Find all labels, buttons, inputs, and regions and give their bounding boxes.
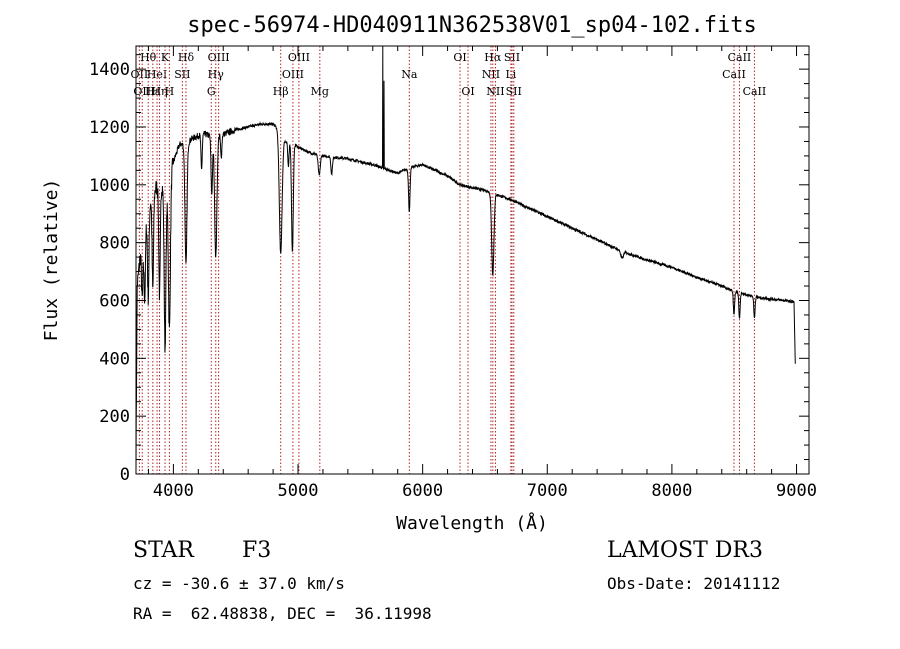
x-tick-label: 9000 bbox=[776, 481, 817, 501]
marker-label: K bbox=[161, 51, 170, 64]
marker-label: NII bbox=[482, 68, 500, 81]
marker-label: Mg bbox=[311, 85, 329, 98]
marker-label: OI bbox=[453, 51, 466, 64]
marker-label: CaII bbox=[728, 51, 752, 64]
marker-label: Na bbox=[401, 68, 418, 81]
marker-label: HeI bbox=[147, 68, 167, 81]
marker-label: Hδ bbox=[178, 51, 195, 64]
obs-date: Obs-Date: 20141112 bbox=[607, 574, 781, 593]
marker-label: Hα bbox=[484, 51, 502, 64]
marker-label: OII bbox=[131, 68, 149, 81]
marker-label: SII bbox=[504, 51, 520, 64]
spectrum-series bbox=[135, 45, 796, 472]
chart-title: spec-56974-HD040911N362538V01_sp04-102.f… bbox=[187, 13, 757, 38]
y-tick-label: 200 bbox=[99, 407, 130, 427]
marker-label: SII bbox=[174, 68, 190, 81]
axes: 4000 5000 6000 7000 8000 9000 0 200 400 600 800 100… bbox=[89, 45, 817, 501]
marker-label: SII bbox=[506, 85, 522, 98]
x-axis-label: Wavelength (Å) bbox=[396, 512, 548, 534]
y-tick-label: 1000 bbox=[89, 176, 130, 196]
survey-name: LAMOST DR3 bbox=[607, 538, 763, 563]
marker-label: G bbox=[207, 85, 216, 98]
object-subclass: F3 bbox=[242, 538, 272, 563]
y-tick-label: 1400 bbox=[89, 60, 130, 80]
marker-label: Hβ bbox=[273, 85, 289, 98]
line-markers: OIIOIIHθHεHeIHηKHSIIHδGHγOIIIHβOIIIOIIIM… bbox=[131, 46, 767, 474]
x-tick-label: 4000 bbox=[153, 481, 194, 501]
x-tick-label: 6000 bbox=[402, 481, 443, 501]
y-tick-label: 800 bbox=[99, 234, 130, 254]
x-tick-label: 8000 bbox=[651, 481, 692, 501]
marker-label: NII bbox=[486, 85, 504, 98]
marker-label: Hη bbox=[151, 85, 167, 98]
y-tick-label: 600 bbox=[99, 291, 130, 311]
marker-label: H bbox=[165, 85, 175, 98]
marker-label: Li bbox=[505, 68, 516, 81]
y-tick-label: 400 bbox=[99, 349, 130, 369]
marker-label: Hγ bbox=[208, 68, 225, 81]
marker-label: CaII bbox=[722, 68, 746, 81]
marker-label: OIII bbox=[208, 51, 230, 64]
spectrum-line bbox=[135, 45, 796, 472]
object-class: STAR bbox=[133, 538, 194, 563]
plot-frame bbox=[135, 45, 810, 475]
coordinates: RA = 62.48838, DEC = 36.11998 bbox=[133, 604, 432, 623]
marker-label: OIII bbox=[282, 68, 304, 81]
x-tick-label: 5000 bbox=[278, 481, 319, 501]
y-axis-label: Flux (relative) bbox=[41, 179, 62, 342]
marker-label: OII bbox=[133, 85, 151, 98]
y-tick-label: 0 bbox=[120, 465, 130, 485]
marker-label: OIII bbox=[288, 51, 310, 64]
y-tick-label: 1200 bbox=[89, 118, 130, 138]
x-tick-label: 7000 bbox=[527, 481, 568, 501]
redshift-text: cz = -30.6 ± 37.0 km/s bbox=[133, 574, 345, 593]
marker-label: OI bbox=[461, 85, 474, 98]
marker-label: CaII bbox=[743, 85, 767, 98]
marker-label: Hθ bbox=[140, 51, 157, 64]
